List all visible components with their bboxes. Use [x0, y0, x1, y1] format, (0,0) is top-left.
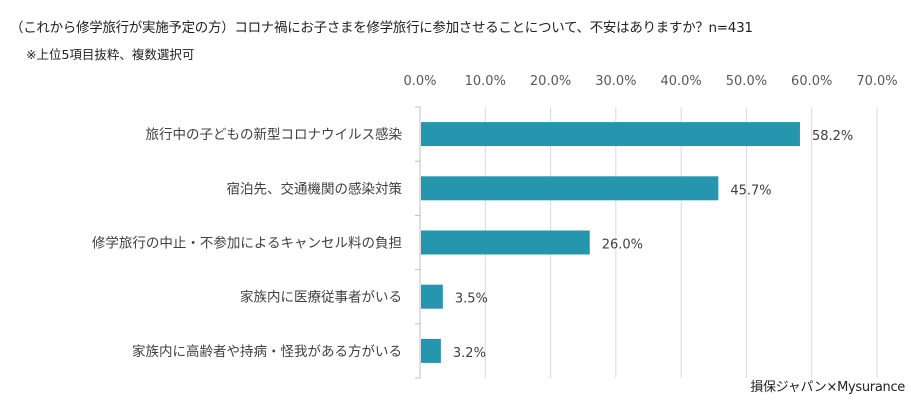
data-label: 58.2%	[812, 129, 853, 144]
category-label: 修学旅行の中止・不参加によるキャンセル料の負担	[92, 235, 402, 252]
chart-source: 損保ジャパン×Mysurance	[750, 380, 905, 395]
x-tick-label: 0.0%	[403, 74, 436, 89]
bar	[421, 284, 443, 309]
bar	[421, 176, 719, 201]
category-label: 旅行中の子どもの新型コロナウイルス感染	[146, 126, 403, 143]
bar	[421, 122, 800, 147]
chart-subtitle: ※上位5項目抜粋、複数選択可	[26, 47, 195, 62]
x-tick-label: 30.0%	[595, 74, 636, 89]
x-tick-label: 70.0%	[856, 74, 897, 89]
data-label: 26.0%	[602, 238, 643, 253]
x-tick-label: 60.0%	[791, 74, 832, 89]
x-tick-label: 50.0%	[726, 74, 767, 89]
bar	[421, 338, 441, 363]
x-tick-label: 10.0%	[465, 74, 506, 89]
category-label: 家族内に高齢者や持病・怪我がある方がいる	[132, 343, 402, 360]
data-label: 3.5%	[455, 292, 488, 307]
x-tick-label: 40.0%	[660, 74, 701, 89]
bar	[421, 230, 590, 255]
data-label: 3.2%	[453, 346, 486, 361]
chart-title: （これから修学旅行が実施予定の方）コロナ禍にお子さまを修学旅行に参加させることに…	[10, 20, 753, 36]
data-label: 45.7%	[730, 183, 771, 198]
x-tick-label: 20.0%	[530, 74, 571, 89]
category-label: 宿泊先、交通機関の感染対策	[227, 180, 403, 197]
category-label: 家族内に医療従事者がいる	[240, 289, 402, 306]
